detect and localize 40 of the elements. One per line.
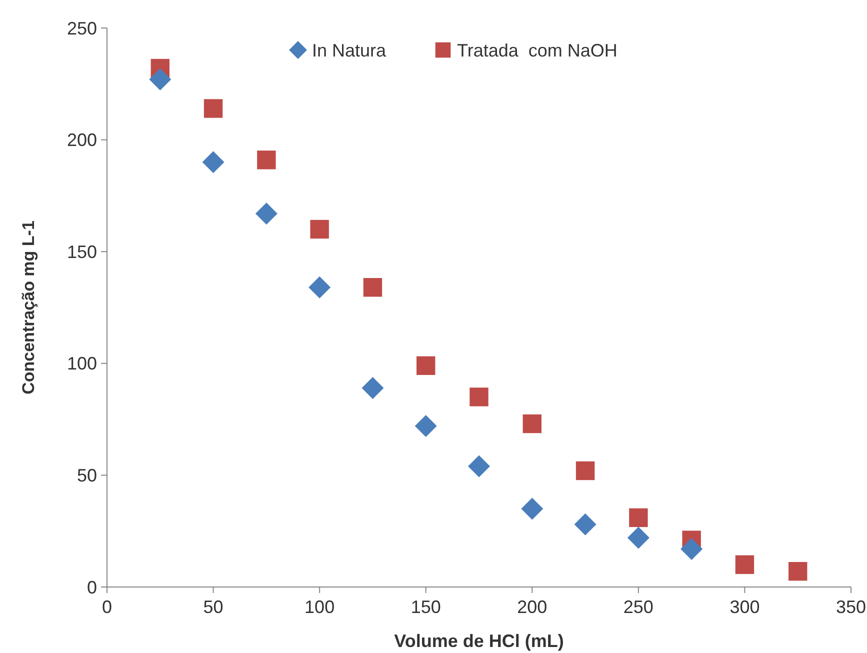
legend-label: Tratada com NaOH <box>457 40 618 60</box>
y-axis-title: Concentração mg L-1 <box>19 220 38 394</box>
point <box>788 562 808 581</box>
point <box>149 68 172 90</box>
x-tick-label: 200 <box>517 597 548 617</box>
y-tick-label: 200 <box>66 130 97 150</box>
point <box>680 538 703 560</box>
point <box>414 415 437 438</box>
point <box>255 202 278 225</box>
x-axis-title: Volume de HCl (mL) <box>394 631 564 651</box>
legend-label: In Natura <box>312 40 388 60</box>
point <box>629 508 648 528</box>
point <box>576 461 595 480</box>
x-tick-label: 150 <box>410 597 441 617</box>
point <box>416 356 436 375</box>
y-tick-label: 100 <box>66 354 97 374</box>
x-tick-label: 300 <box>730 597 760 617</box>
point <box>202 151 224 174</box>
point <box>204 99 223 118</box>
point <box>574 513 596 536</box>
point <box>735 555 754 574</box>
y-tick-label: 0 <box>86 577 97 598</box>
x-tick-label: 50 <box>203 597 224 617</box>
y-tick-label: 250 <box>66 18 97 38</box>
point <box>362 376 384 399</box>
y-tick-label: 50 <box>76 466 97 486</box>
point <box>521 498 544 520</box>
y-tick-label: 150 <box>66 242 97 262</box>
point <box>627 526 650 549</box>
point <box>310 220 329 239</box>
point <box>257 150 276 170</box>
x-tick-label: 100 <box>304 597 335 617</box>
point <box>470 388 488 406</box>
x-tick-label: 0 <box>102 597 112 617</box>
x-tick-label: 250 <box>623 597 654 617</box>
point <box>468 455 490 478</box>
point <box>308 276 331 298</box>
x-tick-label: 350 <box>836 597 866 617</box>
point <box>522 414 542 434</box>
point <box>363 278 382 297</box>
